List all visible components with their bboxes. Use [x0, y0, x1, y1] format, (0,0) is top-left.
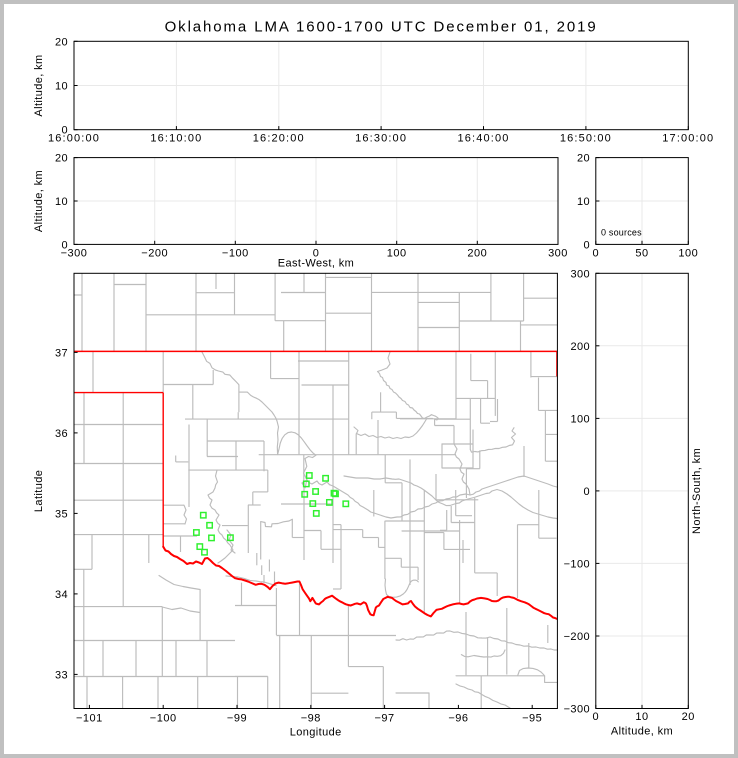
svg-text:−100: −100	[150, 713, 177, 725]
svg-text:−100: −100	[222, 247, 249, 259]
svg-text:34: 34	[55, 589, 68, 601]
svg-text:Altitude, km: Altitude, km	[33, 170, 45, 232]
svg-text:16:20:00: 16:20:00	[253, 133, 305, 145]
svg-text:10: 10	[635, 711, 648, 723]
svg-text:0: 0	[61, 239, 68, 251]
svg-text:300: 300	[548, 247, 568, 259]
svg-text:20: 20	[577, 153, 590, 165]
svg-text:16:40:00: 16:40:00	[457, 133, 509, 145]
svg-text:16:10:00: 16:10:00	[150, 133, 202, 145]
svg-text:100: 100	[678, 247, 698, 259]
svg-text:10: 10	[55, 81, 68, 93]
svg-text:10: 10	[577, 196, 590, 208]
svg-text:−98: −98	[301, 713, 321, 725]
svg-text:16:00:00: 16:00:00	[48, 133, 100, 145]
svg-text:North-South, km: North-South, km	[691, 448, 703, 534]
svg-text:0: 0	[313, 247, 320, 259]
svg-text:0: 0	[583, 239, 590, 251]
svg-text:−300: −300	[564, 704, 590, 716]
svg-text:300: 300	[570, 268, 590, 280]
svg-text:36: 36	[55, 428, 68, 440]
svg-text:−101: −101	[76, 713, 103, 725]
svg-text:37: 37	[55, 347, 68, 359]
svg-text:20: 20	[55, 153, 68, 165]
svg-text:16:50:00: 16:50:00	[560, 133, 612, 145]
svg-text:50: 50	[635, 247, 648, 259]
svg-text:0: 0	[592, 247, 599, 259]
svg-text:−100: −100	[564, 558, 590, 570]
svg-text:Latitude: Latitude	[33, 470, 45, 512]
svg-text:−99: −99	[227, 713, 247, 725]
svg-text:20: 20	[682, 711, 695, 723]
svg-text:17:00:00: 17:00:00	[662, 133, 714, 145]
svg-text:10: 10	[55, 196, 68, 208]
svg-text:Altitude, km: Altitude, km	[611, 726, 673, 738]
svg-text:0: 0	[583, 486, 590, 498]
svg-text:Altitude, km: Altitude, km	[33, 54, 45, 116]
svg-text:−96: −96	[448, 713, 468, 725]
svg-text:35: 35	[55, 508, 68, 520]
svg-text:20: 20	[55, 36, 68, 48]
svg-text:East-West, km: East-West, km	[278, 258, 355, 270]
svg-text:200: 200	[467, 247, 487, 259]
svg-text:−95: −95	[522, 713, 542, 725]
svg-text:33: 33	[55, 669, 68, 681]
svg-text:0: 0	[592, 711, 599, 723]
svg-text:0: 0	[61, 125, 68, 137]
svg-text:100: 100	[570, 413, 590, 425]
svg-text:−200: −200	[141, 247, 168, 259]
svg-text:−200: −200	[564, 631, 590, 643]
svg-text:−300: −300	[61, 247, 88, 259]
svg-text:200: 200	[570, 341, 590, 353]
svg-text:100: 100	[387, 247, 407, 259]
svg-text:0 sources: 0 sources	[601, 228, 642, 238]
svg-text:16:30:00: 16:30:00	[355, 133, 407, 145]
svg-text:−97: −97	[375, 713, 395, 725]
svg-text:Oklahoma LMA 1600-1700 UTC Dec: Oklahoma LMA 1600-1700 UTC December 01, …	[165, 19, 598, 36]
svg-text:Longitude: Longitude	[290, 727, 342, 739]
